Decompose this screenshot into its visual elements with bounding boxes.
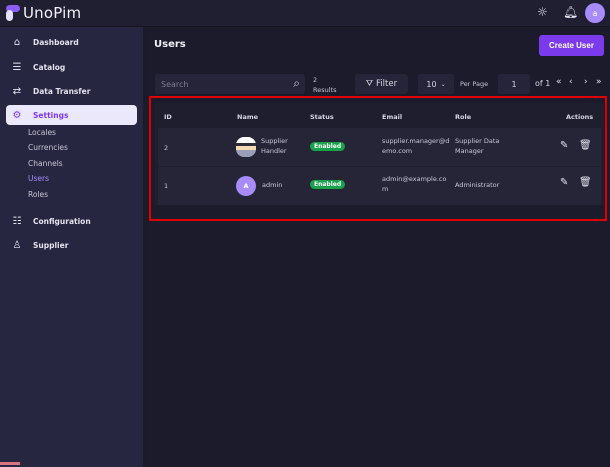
- label: Data Transfer: [33, 86, 91, 96]
- chevron-down-icon: ⌄: [440, 80, 446, 88]
- page-total: of 1: [535, 79, 551, 88]
- table-row: 2 Supplier Handler Enabled supplier.mana…: [158, 128, 601, 166]
- sidebar-item-catalog[interactable]: ☰ Catalog: [6, 57, 137, 77]
- header-name[interactable]: Name: [237, 113, 259, 121]
- filter-label: Filter: [376, 79, 398, 89]
- user-avatar-image: [236, 137, 256, 157]
- edit-icon[interactable]: ✎: [560, 140, 569, 151]
- brand-name: UnoPim: [23, 4, 82, 22]
- search-icon[interactable]: ⌕: [293, 76, 300, 90]
- home-icon: ⌂: [13, 36, 21, 48]
- filter-icon: ⛛: [365, 79, 374, 89]
- per-page-value: 10: [426, 79, 437, 89]
- label: Catalog: [33, 62, 66, 72]
- cell-email: supplier.manager@demo.com: [382, 137, 450, 155]
- sidebar-item-data-transfer[interactable]: ⇄ Data Transfer: [6, 81, 137, 101]
- avatar[interactable]: a: [585, 3, 605, 23]
- delete-icon[interactable]: 🗑︎: [579, 177, 592, 188]
- users-table: ID Name Status Email Role Actions 2 Supp…: [155, 103, 604, 205]
- header-role[interactable]: Role: [455, 113, 472, 121]
- sliders-icon: ☷: [12, 215, 22, 227]
- sidebar: [0, 27, 145, 467]
- per-page-label: Per Page: [460, 80, 489, 88]
- cell-role: Administrator: [455, 181, 500, 189]
- user-avatar: A: [236, 176, 256, 196]
- sidebar-sub-channels[interactable]: Channels: [28, 159, 63, 168]
- logo-mark-icon: [6, 5, 20, 21]
- transfer-icon: ⇄: [12, 85, 22, 97]
- next-page-icon[interactable]: ›: [584, 77, 588, 87]
- sidebar-sub-locales[interactable]: Locales: [28, 128, 56, 137]
- results-count: 2 Results: [313, 75, 336, 95]
- create-user-button[interactable]: Create User: [539, 35, 604, 56]
- header-email[interactable]: Email: [382, 113, 403, 121]
- page-title: Users: [154, 39, 186, 50]
- user-gear-icon: ♙: [12, 239, 22, 251]
- page-input[interactable]: 1: [498, 74, 530, 94]
- per-page-select[interactable]: 10 ⌄: [418, 74, 454, 94]
- first-page-icon[interactable]: «: [556, 77, 562, 87]
- sidebar-item-settings[interactable]: ⚙ Settings: [6, 105, 137, 125]
- gear-icon: ⚙: [12, 109, 22, 121]
- label: Settings: [33, 110, 69, 120]
- clipboard-icon: ☰: [12, 61, 22, 73]
- search-placeholder: Search: [161, 79, 189, 89]
- sidebar-item-supplier[interactable]: ♙ Supplier: [6, 235, 137, 255]
- logo[interactable]: UnoPim: [6, 4, 81, 22]
- cell-id: 2: [164, 144, 169, 152]
- sidebar-scrollbar[interactable]: [0, 462, 20, 465]
- count: 2: [313, 76, 318, 84]
- label: Supplier: [33, 240, 69, 250]
- top-bar: UnoPim ☼ 🔔︎ a: [0, 0, 610, 27]
- edit-icon[interactable]: ✎: [560, 177, 569, 188]
- label: Dashboard: [33, 37, 79, 47]
- sidebar-item-configuration[interactable]: ☷ Configuration: [6, 211, 137, 231]
- cell-id: 1: [164, 182, 169, 190]
- label: Configuration: [33, 216, 91, 226]
- prev-page-icon[interactable]: ‹: [569, 77, 573, 87]
- search-input[interactable]: Search ⌕: [155, 74, 305, 94]
- status-badge: Enabled: [310, 180, 346, 189]
- table-row: 1 A admin Enabled admin@example.com Admi…: [158, 167, 601, 205]
- cell-name: admin: [262, 181, 283, 189]
- delete-icon[interactable]: 🗑︎: [579, 140, 592, 151]
- filter-button[interactable]: ⛛ Filter: [355, 74, 408, 94]
- sidebar-sub-roles[interactable]: Roles: [28, 190, 49, 199]
- cell-email: admin@example.com: [382, 175, 447, 193]
- results-label: Results: [313, 86, 337, 94]
- sidebar-sub-users[interactable]: Users: [28, 174, 50, 183]
- header-actions: Actions: [566, 113, 594, 121]
- bell-icon[interactable]: 🔔︎: [563, 5, 579, 19]
- last-page-icon[interactable]: »: [596, 77, 602, 87]
- sidebar-sub-currencies[interactable]: Currencies: [28, 143, 68, 152]
- header-id[interactable]: ID: [164, 113, 172, 121]
- cell-role: Supplier Data Manager: [455, 137, 500, 155]
- sidebar-item-dashboard[interactable]: ⌂ Dashboard: [6, 32, 137, 52]
- cell-name: Supplier Handler: [261, 137, 288, 155]
- status-badge: Enabled: [310, 142, 346, 151]
- header-status[interactable]: Status: [310, 113, 334, 121]
- sun-icon[interactable]: ☼: [537, 5, 548, 19]
